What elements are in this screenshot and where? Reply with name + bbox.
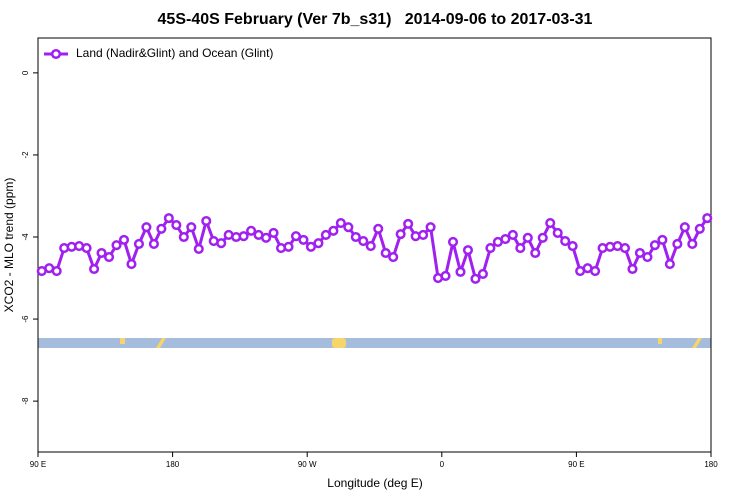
data-point bbox=[268, 227, 279, 238]
data-point bbox=[178, 231, 189, 243]
data-point bbox=[664, 259, 675, 270]
data-point bbox=[418, 229, 429, 240]
data-point bbox=[447, 236, 459, 247]
land-patch bbox=[120, 338, 125, 344]
data-point bbox=[141, 222, 152, 233]
data-point bbox=[560, 236, 571, 247]
data-point bbox=[111, 240, 122, 251]
data-point bbox=[118, 234, 130, 245]
data-point bbox=[522, 232, 533, 243]
data-point bbox=[694, 223, 705, 234]
data-point bbox=[343, 222, 354, 233]
data-point bbox=[567, 240, 578, 252]
y-tick-label: 0 bbox=[21, 70, 30, 75]
y-tick-label: -6 bbox=[21, 315, 30, 323]
data-point bbox=[530, 247, 541, 259]
data-point bbox=[238, 231, 249, 242]
data-point bbox=[313, 238, 324, 249]
data-point bbox=[171, 220, 182, 231]
data-point bbox=[89, 263, 100, 275]
land-patch bbox=[692, 338, 702, 348]
x-axis-label: Longitude (deg E) bbox=[327, 476, 422, 490]
data-point bbox=[500, 234, 511, 245]
data-point bbox=[380, 247, 391, 259]
data-point bbox=[133, 238, 144, 250]
data-point bbox=[649, 240, 660, 251]
data-point bbox=[515, 243, 526, 254]
data-point bbox=[485, 243, 496, 254]
data-point bbox=[470, 273, 481, 284]
chart-title: 45S-40S February (Ver 7b_s31) 2014-09-06… bbox=[158, 11, 593, 28]
land-patch bbox=[156, 338, 166, 348]
data-point bbox=[672, 238, 683, 250]
x-tick-label: 0 bbox=[440, 460, 445, 469]
data-point bbox=[290, 231, 302, 242]
data-point bbox=[462, 245, 474, 256]
data-point bbox=[186, 222, 197, 233]
data-point bbox=[246, 225, 257, 236]
legend-marker bbox=[50, 48, 62, 60]
data-point bbox=[96, 247, 107, 259]
plot-frame bbox=[37, 37, 712, 453]
data-point bbox=[507, 229, 518, 240]
data-point bbox=[103, 252, 115, 263]
data-point bbox=[163, 213, 174, 224]
data-point bbox=[388, 252, 399, 263]
data-point bbox=[216, 238, 227, 249]
data-point bbox=[305, 241, 316, 252]
data-point bbox=[545, 217, 556, 229]
data-point bbox=[328, 225, 339, 236]
data-point bbox=[81, 243, 92, 254]
data-point bbox=[687, 238, 698, 250]
data-point bbox=[679, 222, 690, 233]
data-point bbox=[619, 243, 631, 254]
x-tick-label: 180 bbox=[704, 460, 718, 469]
data-point bbox=[365, 240, 376, 252]
data-point bbox=[261, 232, 272, 243]
data-point bbox=[283, 241, 294, 252]
data-point bbox=[320, 229, 331, 240]
y-tick-label: -4 bbox=[21, 233, 30, 241]
data-point bbox=[590, 266, 601, 277]
data-point bbox=[193, 243, 204, 254]
data-point bbox=[455, 266, 466, 277]
data-point bbox=[440, 270, 451, 282]
data-point bbox=[634, 247, 646, 259]
land-patch bbox=[658, 338, 662, 344]
data-point bbox=[395, 229, 406, 240]
x-tick-label: 90 E bbox=[568, 460, 584, 469]
data-point bbox=[627, 263, 638, 275]
data-point bbox=[537, 232, 548, 243]
data-point bbox=[657, 234, 668, 245]
x-tick-label: 90 W bbox=[298, 460, 317, 469]
land-ocean-strip bbox=[38, 338, 711, 348]
x-tick-label: 90 E bbox=[30, 460, 46, 469]
data-point bbox=[642, 252, 653, 263]
data-point bbox=[156, 223, 167, 234]
data-point bbox=[702, 213, 713, 224]
ocean-band bbox=[38, 338, 711, 348]
data-point bbox=[358, 236, 369, 247]
y-tick-label: -8 bbox=[21, 397, 30, 405]
data-point bbox=[148, 238, 159, 250]
land-patch bbox=[332, 338, 346, 348]
legend-label: Land (Nadir&Glint) and Ocean (Glint) bbox=[76, 46, 273, 60]
data-point bbox=[350, 231, 361, 243]
data-point bbox=[552, 227, 563, 238]
data-point bbox=[298, 234, 309, 245]
y-axis-label: XCO2 - MLO trend (ppm) bbox=[2, 178, 16, 313]
data-point bbox=[335, 217, 346, 229]
data-point bbox=[477, 268, 488, 279]
x-tick-label: 180 bbox=[166, 460, 180, 469]
data-point bbox=[126, 259, 137, 270]
data-point bbox=[51, 266, 62, 277]
y-tick-label: -2 bbox=[21, 151, 30, 159]
data-point bbox=[425, 222, 436, 233]
data-point bbox=[201, 215, 212, 227]
data-point bbox=[373, 223, 384, 234]
data-point bbox=[403, 218, 414, 229]
